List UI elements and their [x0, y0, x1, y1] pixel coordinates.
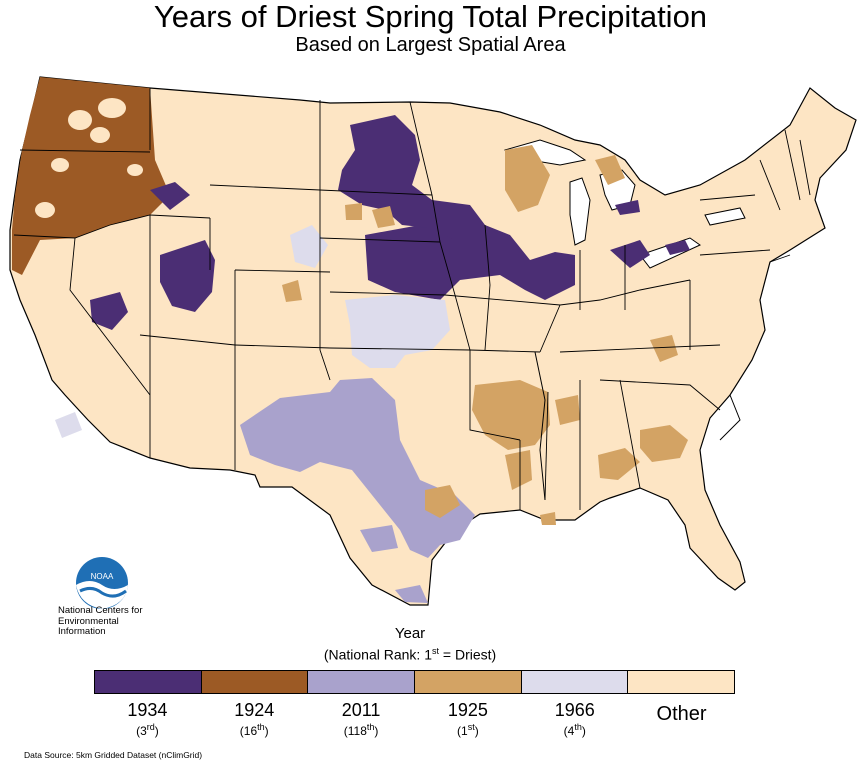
legend-label-1925: 1925 (1st) — [447, 700, 488, 738]
legend-labels: 1934 (3rd) 1924 (16th) 2011 (118th) 1925… — [94, 700, 735, 738]
coastline — [534, 351, 741, 501]
legend-label-1966: 1966 (4th) — [554, 700, 595, 738]
legend-swatch-2011 — [308, 671, 416, 693]
legend-subtitle: (National Rank: 1st = Driest) — [323, 646, 497, 663]
noaa-logo: NOAA — [76, 557, 128, 609]
legend-swatch-1924 — [201, 671, 309, 693]
region-1925 — [282, 145, 688, 525]
legend-swatch-other — [628, 671, 735, 693]
data-source-note: Data Source: 5km Gridded Dataset (nClimG… — [24, 750, 203, 760]
chart-title: Years of Driest Spring Total Precipitati… — [153, 0, 708, 34]
chart-subtitle: Based on Largest Spatial Area — [295, 34, 566, 56]
legend-title: Year — [394, 625, 426, 642]
region-1966 — [55, 225, 450, 438]
region-1934 — [90, 115, 690, 330]
legend-swatch-1934 — [95, 671, 202, 693]
legend-label-other: Other — [656, 703, 707, 725]
legend-swatch-1966 — [521, 671, 629, 693]
noaa-org-text: National Centers for Environmental Infor… — [58, 605, 143, 637]
noaa-badge-text: NOAA — [91, 572, 114, 581]
legend-label-1934: 1934 (3rd) — [127, 700, 168, 738]
legend-swatch-1925 — [415, 671, 522, 693]
us-precipitation-map — [9, 76, 857, 606]
region-2011-extra — [360, 525, 428, 603]
legend-label-2011: 2011 (118th) — [341, 700, 381, 738]
legend-label-1924: 1924 (16th) — [234, 700, 275, 738]
state-borders — [13, 88, 811, 510]
region-2011 — [240, 378, 475, 558]
region-1924 — [12, 77, 170, 275]
legend-color-bar — [94, 670, 735, 694]
other-patches — [35, 98, 143, 218]
